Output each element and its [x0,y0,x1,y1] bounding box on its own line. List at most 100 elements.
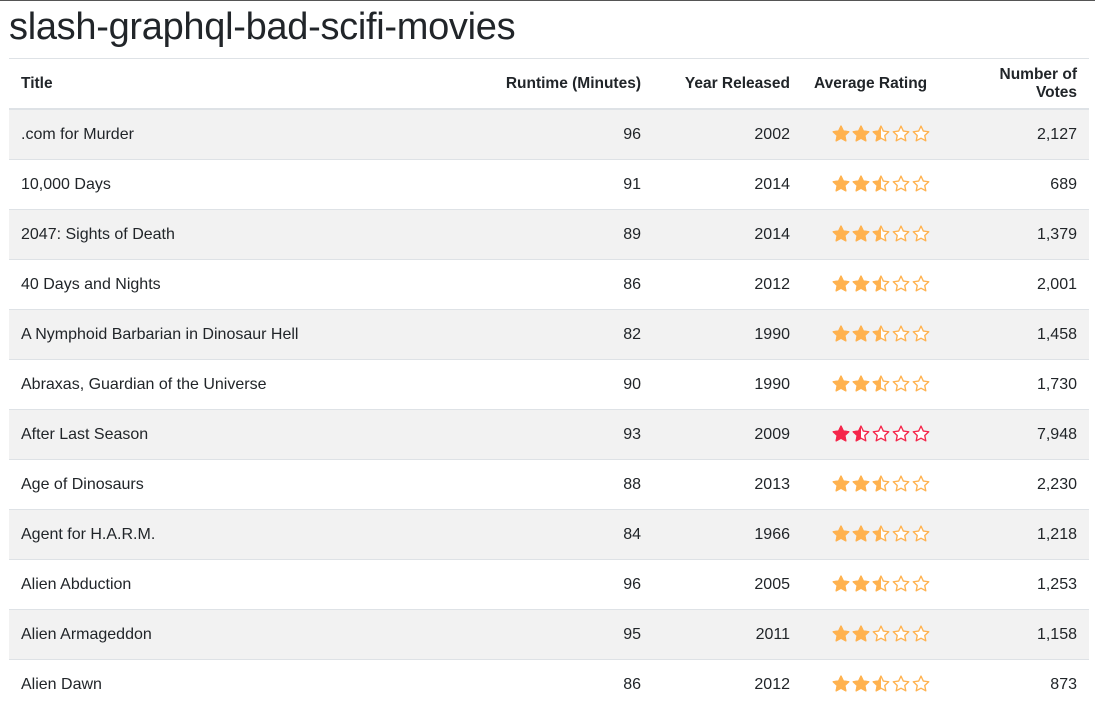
table-row[interactable]: Alien Abduction 96 2005 1,253 [9,559,1089,610]
table-row[interactable]: Alien Dawn 86 2012 873 [9,659,1089,709]
column-header-runtime[interactable]: Runtime (Minutes) [453,58,653,110]
cell-votes: 1,458 [944,309,1089,360]
star-half-icon [872,475,890,492]
cell-title: Abraxas, Guardian of the Universe [9,359,453,410]
cell-runtime: 89 [453,209,653,260]
star-rating [832,125,930,143]
star-full-icon [852,375,870,392]
star-rating [832,375,930,393]
star-full-icon [832,325,850,342]
star-empty-icon [892,325,910,342]
cell-rating [802,559,944,610]
cell-year: 1990 [653,309,802,360]
cell-year: 2012 [653,259,802,310]
table-row[interactable]: 2047: Sights of Death 89 2014 1,379 [9,209,1089,260]
star-full-icon [832,375,850,392]
star-empty-icon [892,525,910,542]
cell-rating [802,108,944,160]
column-header-title[interactable]: Title [9,58,453,110]
cell-rating [802,509,944,560]
star-half-icon [872,325,890,342]
star-rating [832,475,930,493]
star-full-icon [852,175,870,192]
star-empty-icon [912,575,930,592]
star-half-icon [872,175,890,192]
cell-votes: 1,379 [944,209,1089,260]
star-empty-icon [912,325,930,342]
cell-votes: 1,218 [944,509,1089,560]
star-empty-icon [912,425,930,442]
star-empty-icon [912,525,930,542]
star-empty-icon [872,625,890,642]
cell-votes: 2,127 [944,108,1089,160]
cell-rating [802,659,944,709]
star-empty-icon [892,375,910,392]
column-header-year[interactable]: Year Released [653,58,802,110]
cell-title: Age of Dinosaurs [9,459,453,510]
star-full-icon [832,525,850,542]
cell-runtime: 82 [453,309,653,360]
star-full-icon [852,525,870,542]
cell-title: 10,000 Days [9,159,453,210]
star-half-icon [872,375,890,392]
cell-title: Alien Dawn [9,659,453,709]
cell-title: 40 Days and Nights [9,259,453,310]
column-header-votes[interactable]: Number of Votes [944,58,1089,110]
star-empty-icon [892,425,910,442]
table-row[interactable]: A Nymphoid Barbarian in Dinosaur Hell 82 1… [9,309,1089,360]
cell-title: A Nymphoid Barbarian in Dinosaur Hell [9,309,453,360]
table-row[interactable]: 40 Days and Nights 86 2012 2,001 [9,259,1089,310]
cell-runtime: 93 [453,409,653,460]
cell-year: 2012 [653,659,802,709]
star-empty-icon [892,475,910,492]
cell-votes: 2,001 [944,259,1089,310]
star-empty-icon [912,125,930,142]
column-header-rating[interactable]: Average Rating [802,58,944,110]
cell-year: 1990 [653,359,802,410]
star-full-icon [852,475,870,492]
star-empty-icon [892,625,910,642]
cell-year: 1966 [653,509,802,560]
cell-votes: 1,158 [944,609,1089,660]
header-row: Title Runtime (Minutes) Year Released Av… [9,58,1089,110]
cell-runtime: 96 [453,559,653,610]
table-row[interactable]: .com for Murder 96 2002 2,127 [9,108,1089,160]
star-full-icon [832,475,850,492]
star-empty-icon [912,625,930,642]
table-row[interactable]: Alien Armageddon 95 2011 1,158 [9,609,1089,660]
cell-votes: 689 [944,159,1089,210]
cell-rating [802,309,944,360]
cell-title: 2047: Sights of Death [9,209,453,260]
cell-title: After Last Season [9,409,453,460]
cell-runtime: 84 [453,509,653,560]
star-full-icon [852,225,870,242]
cell-runtime: 91 [453,159,653,210]
star-empty-icon [892,225,910,242]
star-rating [832,625,930,643]
table-row[interactable]: Agent for H.A.R.M. 84 1966 1,218 [9,509,1089,560]
table-row[interactable]: After Last Season 93 2009 7,948 [9,409,1089,460]
cell-runtime: 86 [453,659,653,709]
table-row[interactable]: Abraxas, Guardian of the Universe 90 1990 1… [9,359,1089,410]
star-full-icon [832,175,850,192]
table-row[interactable]: Age of Dinosaurs 88 2013 2,230 [9,459,1089,510]
star-empty-icon [892,275,910,292]
star-full-icon [832,275,850,292]
star-half-icon [872,675,890,692]
cell-rating [802,259,944,310]
star-full-icon [832,125,850,142]
star-full-icon [832,675,850,692]
cell-year: 2011 [653,609,802,660]
cell-year: 2005 [653,559,802,610]
star-half-icon [872,125,890,142]
cell-year: 2002 [653,108,802,160]
cell-year: 2014 [653,159,802,210]
movies-table: Title Runtime (Minutes) Year Released Av… [9,58,1089,709]
star-full-icon [852,675,870,692]
table-row[interactable]: 10,000 Days 91 2014 689 [9,159,1089,210]
star-empty-icon [892,125,910,142]
star-half-icon [852,425,870,442]
star-rating [832,575,930,593]
star-empty-icon [912,475,930,492]
star-rating [832,175,930,193]
